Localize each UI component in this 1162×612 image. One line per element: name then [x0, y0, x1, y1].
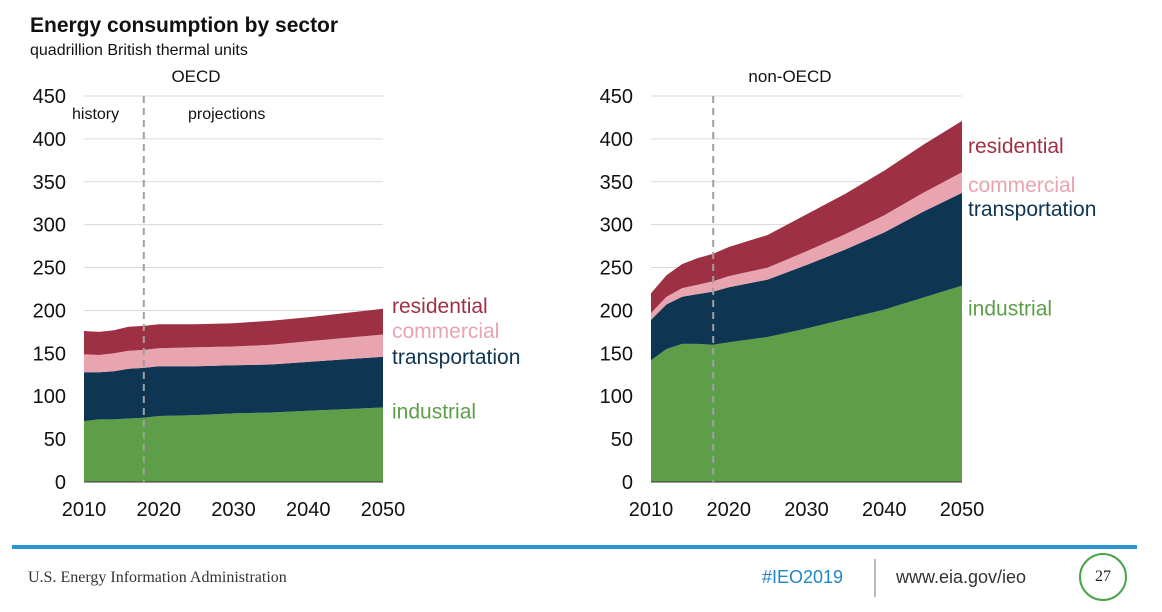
panel1-industrial-area [84, 407, 383, 482]
panel1-y-tick-label: 350 [33, 172, 66, 194]
page-number: 27 [1095, 568, 1111, 585]
panel1-commercial-label: commercial [392, 320, 499, 343]
panel2-y-tick-label: 400 [600, 129, 633, 151]
panel1-x-tick-label: 2050 [361, 499, 406, 521]
panel2-x-tick-label: 2020 [707, 499, 752, 521]
footer-hashtag[interactable]: #IEO2019 [762, 567, 844, 587]
chart-subtitle: quadrillion British thermal units [30, 42, 248, 59]
panel2-commercial-area [651, 172, 962, 320]
panel2-y-tick-label: 350 [600, 172, 633, 194]
panel1-x-tick-label: 2010 [62, 499, 107, 521]
panel2-y-tick-label: 50 [611, 429, 633, 451]
panel2-y-tick-label: 200 [600, 300, 633, 322]
panel1-transportation-area [84, 356, 383, 422]
panel2-industrial-area [651, 285, 962, 482]
panel2-y-tick-label: 0 [622, 472, 633, 494]
panel1-x-tick-label: 2030 [211, 499, 256, 521]
panel2-y-tick-label: 150 [600, 343, 633, 365]
panel1-y-tick-label: 450 [33, 86, 66, 108]
panel2-y-tick-label: 250 [600, 258, 633, 280]
panel2-y-tick-label: 100 [600, 386, 633, 408]
panel1-y-tick-label: 300 [33, 215, 66, 237]
panel2-commercial-label: commercial [968, 174, 1075, 197]
panel2-residential-label: residential [968, 135, 1064, 158]
chart-canvas: 0 50 100 150 200 250 300 350 400 450 2010 2020 2030 2… [33, 67, 1097, 521]
panel2-y-tick-label: 300 [600, 215, 633, 237]
panel1-history-label: history [72, 106, 119, 123]
panel2-x-tick-label: 2050 [940, 499, 985, 521]
panel1-y-tick-label: 250 [33, 258, 66, 280]
panel1-projections-label: projections [188, 106, 265, 123]
panel1-transportation-label: transportation [392, 346, 520, 369]
panel1-x-tick-label: 2020 [137, 499, 182, 521]
panel1-residential-label: residential [392, 295, 488, 318]
footer-divider [874, 559, 876, 597]
panel1-y-tick-label: 0 [55, 472, 66, 494]
panel2-x-tick-label: 2010 [629, 499, 674, 521]
panel2-industrial-label: industrial [968, 298, 1052, 321]
panel1-residential-area [84, 308, 383, 355]
footer-accent-line [12, 545, 1137, 549]
panel2-y-tick-label: 450 [600, 86, 633, 108]
panel1-y-tick-label: 200 [33, 300, 66, 322]
panel2-transportation-label: transportation [968, 198, 1096, 221]
panel2-residential-area [651, 120, 962, 314]
panel1-y-tick-label: 100 [33, 386, 66, 408]
panel1-subtitle: OECD [171, 67, 220, 86]
page-number-badge: 27 [1079, 553, 1127, 601]
panel1-y-tick-label: 50 [44, 429, 66, 451]
panel1-x-tick-label: 2040 [286, 499, 331, 521]
panel1-commercial-area [84, 334, 383, 373]
panel1-industrial-label: industrial [392, 401, 476, 424]
panel2-transportation-area [651, 192, 962, 361]
footer-url[interactable]: www.eia.gov/ieo [896, 567, 1027, 587]
panel2-x-tick-label: 2030 [784, 499, 829, 521]
panel2-subtitle: non-OECD [748, 67, 831, 86]
panel2-x-tick-label: 2040 [862, 499, 907, 521]
panel1-y-tick-label: 150 [33, 343, 66, 365]
panel1-y-tick-label: 400 [33, 129, 66, 151]
footer-agency: U.S. Energy Information Administration [28, 569, 287, 586]
chart-title: Energy consumption by sector [30, 14, 339, 37]
